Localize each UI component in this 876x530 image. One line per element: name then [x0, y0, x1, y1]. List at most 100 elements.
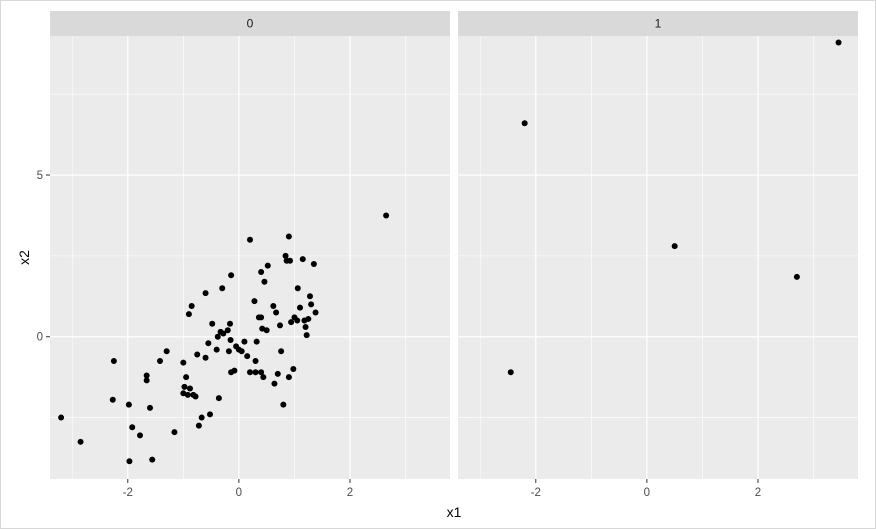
- data-point: [149, 456, 156, 463]
- data-point: [252, 369, 259, 376]
- data-point: [251, 298, 258, 305]
- data-point: [109, 396, 116, 403]
- data-point: [273, 309, 280, 316]
- data-point: [297, 304, 303, 311]
- data-point: [282, 252, 289, 259]
- data-point: [290, 366, 297, 373]
- facet-strip-background: [50, 11, 450, 36]
- data-point: [835, 39, 842, 46]
- data-point: [147, 404, 153, 411]
- data-point: [143, 377, 150, 384]
- data-point: [238, 348, 245, 355]
- data-point: [264, 262, 271, 269]
- data-point: [263, 327, 270, 334]
- data-point: [244, 353, 251, 360]
- data-point: [260, 374, 267, 381]
- data-point: [219, 285, 226, 292]
- data-point: [202, 290, 209, 297]
- data-point: [258, 269, 265, 276]
- data-point: [77, 438, 84, 445]
- data-point: [188, 303, 195, 310]
- data-point: [214, 333, 221, 340]
- panel-background: [458, 36, 858, 479]
- data-point: [288, 319, 295, 326]
- data-point: [194, 351, 201, 358]
- data-point: [793, 273, 800, 280]
- data-point: [312, 309, 319, 316]
- data-point: [110, 357, 117, 364]
- data-point: [227, 320, 233, 327]
- x-axis-title: x1: [447, 504, 462, 520]
- data-point: [198, 414, 205, 421]
- facet-strip-background: [458, 11, 858, 36]
- data-point: [202, 354, 209, 361]
- data-point: [258, 369, 265, 376]
- data-point: [187, 385, 193, 392]
- data-point: [171, 429, 178, 436]
- data-point: [126, 458, 133, 465]
- data-point: [383, 212, 390, 219]
- data-point: [184, 391, 191, 398]
- data-point: [183, 374, 190, 381]
- data-point: [294, 317, 301, 324]
- data-point: [231, 367, 238, 374]
- data-point: [228, 272, 235, 279]
- facet-strip-label: 0: [247, 17, 254, 31]
- data-point: [209, 320, 216, 327]
- data-point: [671, 243, 678, 250]
- data-point: [227, 336, 234, 343]
- data-point: [302, 324, 309, 331]
- data-point: [180, 359, 187, 366]
- data-point: [294, 285, 301, 292]
- data-point: [163, 348, 170, 355]
- axes-layer: -2 0 2 -2 0 2 0 5: [37, 170, 762, 499]
- data-point: [224, 327, 231, 334]
- x-tick-label: 2: [755, 487, 761, 499]
- data-point: [308, 301, 315, 308]
- facet-panel-1: 1: [458, 11, 858, 479]
- data-point: [507, 369, 514, 376]
- y-axis-title: x2: [16, 250, 32, 265]
- data-point: [285, 233, 292, 240]
- data-point: [307, 293, 313, 300]
- data-point: [258, 314, 265, 321]
- panel-background: [50, 36, 450, 479]
- data-point: [285, 374, 292, 381]
- data-point: [299, 256, 306, 263]
- facet-strip-label: 1: [655, 17, 662, 31]
- x-tick-label: 2: [347, 487, 353, 499]
- data-point: [181, 383, 188, 390]
- data-point: [271, 380, 278, 387]
- data-point: [125, 401, 132, 408]
- data-point: [215, 395, 222, 402]
- data-point: [205, 340, 212, 347]
- y-tick-label: 5: [37, 170, 43, 182]
- data-point: [247, 236, 253, 243]
- data-point: [278, 348, 285, 355]
- data-point: [192, 393, 199, 400]
- x-tick-label: -2: [123, 487, 133, 499]
- data-point: [253, 338, 260, 345]
- data-point: [225, 348, 232, 355]
- data-point: [213, 346, 220, 353]
- data-point: [521, 120, 528, 127]
- data-point: [157, 357, 163, 364]
- data-point: [220, 330, 227, 337]
- data-point: [280, 401, 287, 408]
- data-point: [247, 369, 253, 376]
- data-point: [252, 357, 259, 364]
- data-point: [274, 370, 281, 377]
- data-point: [241, 338, 248, 345]
- x-tick-label: 0: [644, 487, 650, 499]
- data-point: [129, 424, 136, 431]
- data-point: [195, 422, 202, 429]
- y-tick-label: 0: [37, 332, 43, 344]
- data-point: [185, 311, 192, 318]
- data-point: [303, 332, 310, 339]
- data-point: [305, 315, 312, 322]
- data-point: [287, 257, 293, 264]
- data-point: [270, 303, 277, 310]
- data-point: [143, 372, 150, 379]
